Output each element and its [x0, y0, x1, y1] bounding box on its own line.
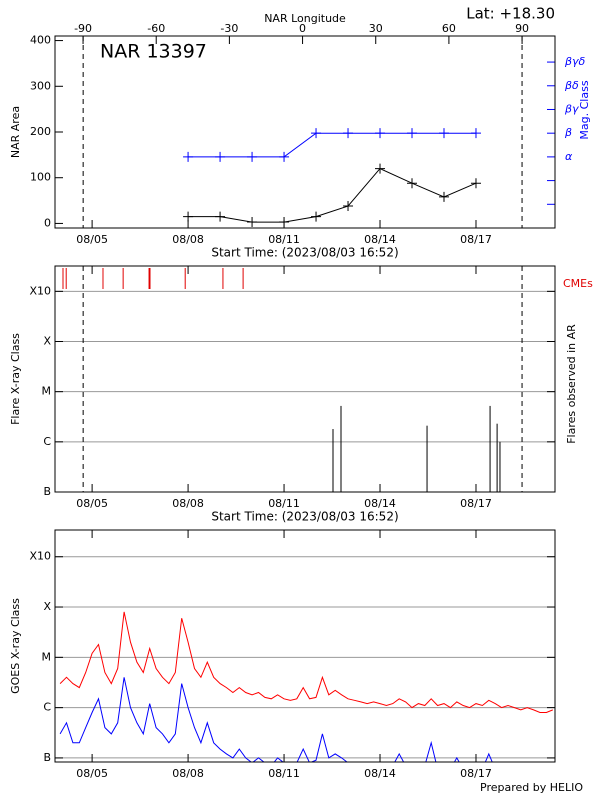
y2-axis-label: Flares observed in AR [565, 324, 578, 444]
y-tick-label: B [43, 751, 51, 764]
point-marker [343, 201, 354, 212]
point-marker [407, 128, 418, 139]
point-marker [215, 211, 226, 222]
y-tick-label: 100 [30, 171, 51, 184]
series-line [188, 132, 476, 158]
point-marker [470, 178, 481, 189]
point-marker [247, 217, 258, 228]
point-marker [247, 151, 258, 162]
chart-title: NAR 13397 [100, 41, 207, 63]
x2-tick-label: 30 [369, 22, 383, 35]
point-marker [375, 128, 386, 139]
y2-tick-label: βδ [564, 79, 579, 92]
point-marker [375, 163, 386, 174]
x-axis-label: Start Time: (2023/08/03 16:52) [211, 510, 398, 524]
x-tick-label: 08/17 [460, 497, 492, 510]
y-tick-label: 200 [30, 125, 51, 138]
y2-tick-label: βγδ [564, 55, 586, 68]
x-tick-label: 08/17 [460, 767, 492, 780]
y-tick-label: M [42, 385, 52, 398]
x2-tick-label: -90 [74, 22, 92, 35]
x2-tick-label: -30 [220, 22, 238, 35]
series-line [59, 677, 493, 762]
y-axis-label: GOES X-ray Class [9, 598, 22, 694]
y-axis-label: Flare X-ray Class [9, 333, 22, 425]
y-tick-label: X [43, 335, 51, 348]
x-tick-label: 08/14 [364, 767, 396, 780]
y-tick-label: X10 [29, 284, 51, 297]
series-line [59, 611, 553, 713]
x-tick-label: 08/14 [364, 497, 396, 510]
y-tick-label: M [42, 650, 52, 663]
plot-frame [54, 265, 556, 493]
y-tick-label: 0 [44, 216, 51, 229]
x2-tick-label: 90 [515, 22, 529, 35]
x-tick-label: 08/11 [268, 233, 300, 246]
x-tick-label: 08/11 [268, 497, 300, 510]
footer: Prepared by HELIO [480, 781, 583, 794]
x-tick-label: 08/05 [76, 233, 108, 246]
x-axis-label: Start Time: (2023/08/03 16:52) [211, 246, 398, 260]
y2-axis-label: Mag. Class [578, 80, 591, 139]
y2-tick-label: β [564, 126, 572, 139]
x2-tick-label: 0 [299, 22, 306, 35]
x2-tick-label: 60 [442, 22, 456, 35]
x2-tick-label: -60 [147, 22, 165, 35]
y-tick-label: C [43, 435, 51, 448]
point-marker [438, 191, 449, 202]
point-marker [311, 128, 322, 139]
x-tick-label: 08/17 [460, 233, 492, 246]
x-tick-label: 08/08 [172, 767, 204, 780]
x2-axis-label: NAR Longitude [264, 12, 346, 25]
point-marker [183, 211, 194, 222]
y-tick-label: X [43, 600, 51, 613]
point-marker [407, 178, 418, 189]
y-tick-label: X10 [29, 550, 51, 563]
x-tick-label: 08/14 [364, 233, 396, 246]
point-marker [279, 151, 290, 162]
point-marker [438, 128, 449, 139]
y2-tick-label: α [565, 150, 573, 163]
y-tick-label: B [43, 485, 51, 498]
y-tick-label: C [43, 701, 51, 714]
y-tick-label: 300 [30, 79, 51, 92]
x-tick-label: 08/08 [172, 233, 204, 246]
x-tick-label: 08/05 [76, 497, 108, 510]
x-tick-label: 08/11 [268, 767, 300, 780]
point-marker [470, 128, 481, 139]
point-marker [183, 151, 194, 162]
annotation: Lat: +18.30 [466, 5, 555, 23]
cme-legend: CMEs [563, 277, 593, 290]
y-axis-label: NAR Area [9, 106, 22, 158]
x-tick-label: 08/08 [172, 497, 204, 510]
x-tick-label: 08/05 [76, 767, 108, 780]
plot-frame [54, 35, 556, 229]
plot-frame [54, 529, 556, 763]
y2-tick-label: βγ [564, 102, 579, 115]
series-line [188, 167, 477, 223]
point-marker [215, 151, 226, 162]
point-marker [279, 217, 290, 228]
point-marker [343, 128, 354, 139]
y-tick-label: 400 [30, 34, 51, 47]
point-marker [311, 211, 322, 222]
